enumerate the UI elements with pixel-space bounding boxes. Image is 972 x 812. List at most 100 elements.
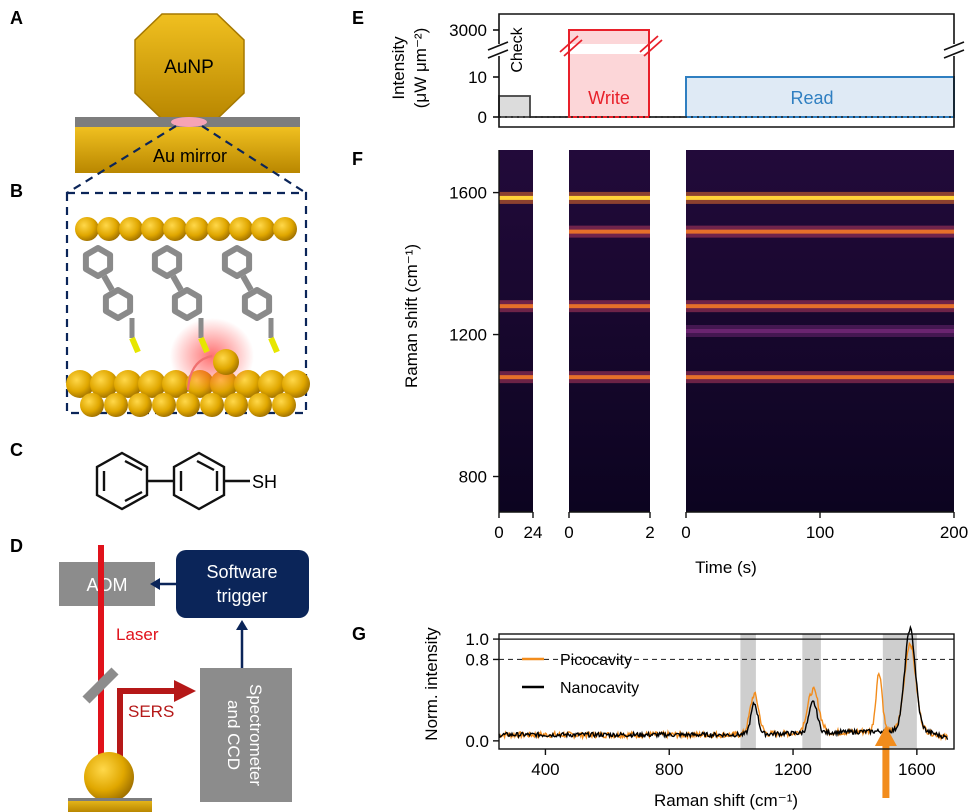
e-ytick-3000: 3000: [449, 21, 487, 40]
phenyl-ring: [102, 287, 134, 321]
bottom-gold-atom: [90, 370, 118, 398]
panel-e-intensity-protocol: Intensity (μW μm⁻²) Check Write Read: [389, 13, 965, 128]
f-xtick-label: 2: [645, 523, 654, 542]
raman-band: [686, 229, 954, 234]
sers-label: SERS: [128, 702, 174, 721]
panel-label-c: C: [10, 440, 23, 460]
f-xtick-label: 0: [564, 523, 573, 542]
bottom-gold-atom: [152, 393, 176, 417]
bottom-gold-atom: [224, 393, 248, 417]
nanocavity-spectrum: [498, 624, 949, 740]
f-xlabel: Time (s): [695, 558, 757, 577]
software-trigger-line1: Software: [206, 562, 277, 582]
sample-particle: [84, 752, 134, 802]
f-xtick-label: 100: [806, 523, 834, 542]
au-mirror: Au mirror: [75, 117, 300, 173]
setup-diagram: AOM Software trigger Spectrometer and CC…: [59, 545, 309, 812]
raman-band: [569, 195, 650, 200]
phenyl-ring: [171, 287, 203, 321]
top-gold-atom: [97, 217, 121, 241]
raman-band: [686, 329, 954, 333]
heatmap-segment: [569, 150, 650, 512]
spectrometer-line1: Spectrometer: [246, 684, 265, 786]
raman-band: [686, 304, 954, 309]
f-ytick-label: 1200: [449, 326, 487, 345]
g-xtick-label: 1600: [898, 760, 936, 779]
phenyl-ring: [151, 245, 183, 279]
zoom-lines: [66, 125, 307, 194]
aom-label: AOM: [86, 575, 127, 595]
g-legend: Picocavity Nanocavity: [522, 652, 639, 697]
bottom-gold-atom: [176, 393, 200, 417]
f-xtick-label: 200: [940, 523, 968, 542]
e-ytick-10: 10: [468, 68, 487, 87]
panel-label-a: A: [10, 8, 23, 28]
raman-band: [499, 195, 533, 200]
biphenyl-molecule: [151, 245, 210, 354]
bottom-gold-atom: [272, 393, 296, 417]
bottom-gold-atom: [104, 393, 128, 417]
au-nanoparticle: AuNP: [134, 13, 245, 120]
raman-band: [686, 195, 954, 200]
g-ytick-label: 1.0: [465, 630, 489, 649]
ring-bond: [101, 274, 115, 292]
biphenyl-molecule: [221, 245, 280, 354]
g-xlabel: Raman shift (cm⁻¹): [654, 791, 798, 810]
aom-box: [59, 562, 155, 606]
phenyl-ring: [82, 245, 114, 279]
g-ylabel: Norm. intensity: [422, 627, 441, 741]
raman-band: [569, 304, 650, 309]
raman-band: [499, 375, 533, 380]
top-gold-atom: [185, 217, 209, 241]
bottom-gold-atom: [66, 370, 94, 398]
sulfur-atom: [198, 336, 210, 354]
read-label: Read: [790, 88, 833, 108]
g-xtick-label: 800: [655, 760, 683, 779]
thiol-label: SH: [252, 472, 277, 492]
adatom: [213, 349, 239, 375]
bottom-gold-atom: [138, 370, 166, 398]
panel-label-d: D: [10, 536, 23, 556]
raman-band: [569, 229, 650, 234]
f-ylabel: Raman shift (cm⁻¹): [402, 244, 421, 388]
top-gold-atom: [207, 217, 231, 241]
g-ytick-label: 0.0: [465, 732, 489, 751]
biphenyl-molecule: [82, 245, 141, 354]
panel-label-f: F: [352, 149, 363, 169]
phenyl-ring: [221, 245, 253, 279]
phenyl-ring: [241, 287, 273, 321]
raman-band: [569, 375, 650, 380]
f-xtick-label: 0: [494, 523, 503, 542]
g-xtick-label: 1200: [774, 760, 812, 779]
top-gold-atom: [163, 217, 187, 241]
top-gold-atom: [273, 217, 297, 241]
mirror-label: Au mirror: [153, 146, 227, 166]
spectrometer-line2: and CCD: [224, 700, 243, 770]
software-trigger-line2: trigger: [216, 586, 267, 606]
write-label: Write: [588, 88, 630, 108]
bottom-gold-atom: [128, 393, 152, 417]
e-ylabel-line2: (μW μm⁻²): [411, 28, 430, 108]
bottom-gold-atom: [282, 370, 310, 398]
highlight-band: [802, 634, 821, 749]
bottom-gold-atom: [200, 393, 224, 417]
aunp-label: AuNP: [164, 57, 214, 78]
panel-g-spectra: 400 800 1200 1600 0.0 0.81.0: [465, 624, 955, 798]
check-label: Check: [509, 26, 526, 72]
panel-label-g: G: [352, 624, 366, 644]
legend-nanocavity: Nanocavity: [560, 680, 639, 697]
f-xtick-label: 24: [524, 523, 543, 542]
top-gold-atom: [141, 217, 165, 241]
bottom-gold-atom: [80, 393, 104, 417]
bottom-gold-atom: [258, 370, 286, 398]
top-gold-atom: [75, 217, 99, 241]
panel-label-e: E: [352, 8, 364, 28]
raman-band: [686, 375, 954, 380]
sample-mirror: [68, 798, 152, 812]
e-ylabel-line1: Intensity: [389, 36, 408, 100]
biphenyl-thiol-molecules: [82, 245, 280, 354]
f-xtick-label: 0: [681, 523, 690, 542]
sulfur-atom: [129, 336, 141, 354]
spectrometer-box: [200, 668, 292, 802]
